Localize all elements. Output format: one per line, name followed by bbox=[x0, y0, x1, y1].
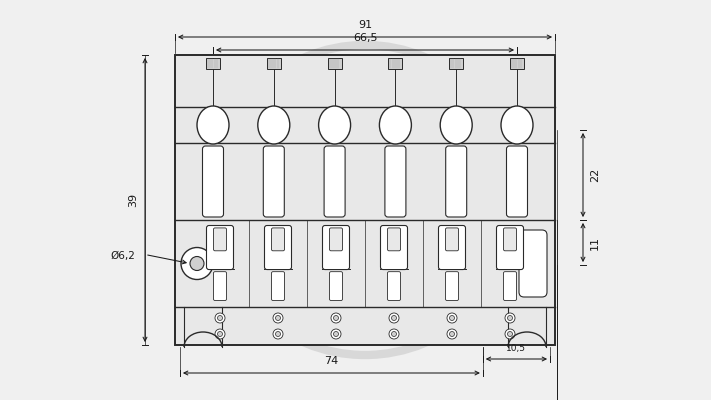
Ellipse shape bbox=[501, 106, 533, 144]
FancyBboxPatch shape bbox=[272, 272, 284, 300]
Circle shape bbox=[275, 332, 281, 336]
FancyBboxPatch shape bbox=[506, 146, 528, 217]
FancyBboxPatch shape bbox=[213, 272, 227, 300]
FancyBboxPatch shape bbox=[387, 228, 400, 251]
FancyBboxPatch shape bbox=[439, 226, 466, 270]
FancyBboxPatch shape bbox=[519, 230, 547, 297]
Circle shape bbox=[508, 332, 513, 336]
Circle shape bbox=[218, 316, 223, 320]
Circle shape bbox=[505, 313, 515, 323]
Bar bbox=[510, 58, 524, 69]
FancyBboxPatch shape bbox=[446, 228, 459, 251]
Text: 22: 22 bbox=[590, 168, 600, 182]
FancyBboxPatch shape bbox=[496, 226, 523, 270]
Text: 66,5: 66,5 bbox=[353, 33, 378, 43]
Bar bbox=[388, 58, 402, 69]
Ellipse shape bbox=[197, 106, 229, 144]
Circle shape bbox=[331, 329, 341, 339]
Circle shape bbox=[181, 248, 213, 280]
FancyBboxPatch shape bbox=[203, 146, 223, 217]
FancyBboxPatch shape bbox=[503, 228, 516, 251]
FancyBboxPatch shape bbox=[446, 146, 466, 217]
Ellipse shape bbox=[319, 106, 351, 144]
FancyBboxPatch shape bbox=[213, 228, 227, 251]
Circle shape bbox=[333, 316, 338, 320]
Circle shape bbox=[218, 332, 223, 336]
FancyBboxPatch shape bbox=[446, 272, 459, 300]
Circle shape bbox=[505, 329, 515, 339]
Text: 91: 91 bbox=[358, 20, 372, 30]
Ellipse shape bbox=[440, 106, 472, 144]
Ellipse shape bbox=[258, 106, 290, 144]
Bar bbox=[267, 58, 281, 69]
Circle shape bbox=[447, 313, 457, 323]
Text: 39: 39 bbox=[128, 193, 138, 207]
Text: 10,5: 10,5 bbox=[506, 344, 526, 353]
Circle shape bbox=[392, 316, 397, 320]
Circle shape bbox=[449, 316, 454, 320]
FancyBboxPatch shape bbox=[385, 146, 406, 217]
FancyBboxPatch shape bbox=[323, 226, 350, 270]
Circle shape bbox=[508, 316, 513, 320]
Circle shape bbox=[273, 329, 283, 339]
Circle shape bbox=[389, 313, 399, 323]
FancyBboxPatch shape bbox=[387, 272, 400, 300]
Circle shape bbox=[273, 313, 283, 323]
Circle shape bbox=[215, 313, 225, 323]
Bar bbox=[449, 58, 463, 69]
Text: 74: 74 bbox=[324, 356, 338, 366]
Circle shape bbox=[275, 316, 281, 320]
FancyBboxPatch shape bbox=[329, 228, 343, 251]
Circle shape bbox=[449, 332, 454, 336]
FancyBboxPatch shape bbox=[503, 272, 516, 300]
Circle shape bbox=[190, 256, 204, 270]
Circle shape bbox=[447, 329, 457, 339]
FancyBboxPatch shape bbox=[264, 226, 292, 270]
FancyBboxPatch shape bbox=[206, 226, 233, 270]
Bar bbox=[328, 58, 341, 69]
Circle shape bbox=[331, 313, 341, 323]
Circle shape bbox=[333, 332, 338, 336]
Circle shape bbox=[215, 329, 225, 339]
Circle shape bbox=[392, 332, 397, 336]
Text: Ø6,2: Ø6,2 bbox=[111, 250, 135, 260]
Text: 11: 11 bbox=[590, 236, 600, 250]
Bar bbox=[206, 58, 220, 69]
FancyBboxPatch shape bbox=[324, 146, 345, 217]
FancyBboxPatch shape bbox=[263, 146, 284, 217]
Ellipse shape bbox=[380, 106, 412, 144]
Bar bbox=[175, 55, 555, 345]
Circle shape bbox=[389, 329, 399, 339]
FancyBboxPatch shape bbox=[329, 272, 343, 300]
FancyBboxPatch shape bbox=[380, 226, 407, 270]
FancyBboxPatch shape bbox=[272, 228, 284, 251]
